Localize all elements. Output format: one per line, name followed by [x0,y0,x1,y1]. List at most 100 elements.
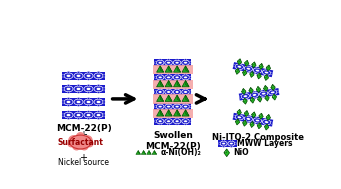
Polygon shape [250,71,253,74]
Polygon shape [244,111,247,114]
Ellipse shape [237,116,241,119]
Ellipse shape [235,64,243,69]
Ellipse shape [66,74,71,77]
Ellipse shape [94,73,103,79]
Ellipse shape [246,118,251,120]
Ellipse shape [159,59,161,60]
Ellipse shape [67,111,70,112]
Ellipse shape [182,75,189,80]
Ellipse shape [159,109,161,111]
Ellipse shape [183,105,188,108]
Ellipse shape [263,119,271,125]
Ellipse shape [184,88,187,90]
Ellipse shape [230,146,233,147]
Polygon shape [174,81,181,87]
Polygon shape [157,66,164,72]
Polygon shape [244,60,249,66]
Polygon shape [168,95,172,101]
Ellipse shape [77,71,80,73]
Polygon shape [242,120,245,123]
Ellipse shape [248,65,250,66]
Ellipse shape [156,89,164,94]
Polygon shape [271,84,273,88]
Polygon shape [264,85,266,89]
Polygon shape [186,110,189,116]
Ellipse shape [154,105,157,108]
Polygon shape [149,150,151,154]
Ellipse shape [159,65,161,67]
Text: α-Ni(OH)₂: α-Ni(OH)₂ [161,148,202,157]
Ellipse shape [167,74,170,75]
Polygon shape [264,74,267,77]
Ellipse shape [86,74,91,77]
Ellipse shape [252,94,257,96]
Polygon shape [252,112,256,118]
Ellipse shape [67,84,70,86]
Ellipse shape [184,59,187,60]
Polygon shape [147,150,151,154]
Ellipse shape [247,121,249,123]
Polygon shape [259,113,262,116]
Ellipse shape [77,92,80,93]
Bar [154,74,191,81]
Bar [154,118,191,125]
Ellipse shape [266,69,268,70]
Polygon shape [266,115,270,121]
Ellipse shape [166,105,170,108]
Ellipse shape [246,67,251,70]
Bar [154,59,191,66]
Ellipse shape [241,94,250,99]
Text: +: + [79,153,88,163]
Ellipse shape [243,95,248,98]
Ellipse shape [264,71,269,74]
Polygon shape [235,119,240,125]
Polygon shape [177,66,181,72]
Circle shape [68,135,79,146]
Polygon shape [186,95,189,101]
Ellipse shape [222,142,225,145]
Ellipse shape [239,63,241,64]
Ellipse shape [159,88,161,90]
Ellipse shape [269,90,277,95]
Ellipse shape [74,112,83,118]
Polygon shape [237,109,240,112]
Ellipse shape [257,67,260,68]
Polygon shape [265,124,267,127]
Ellipse shape [167,59,170,60]
Ellipse shape [97,78,100,80]
Bar [62,98,105,106]
Polygon shape [168,81,172,87]
Polygon shape [257,123,262,129]
Ellipse shape [189,61,191,64]
Polygon shape [168,110,172,116]
Ellipse shape [184,103,187,104]
Text: Nickel source: Nickel source [58,158,109,167]
Bar [233,113,273,127]
Ellipse shape [64,86,73,92]
Ellipse shape [87,105,90,106]
Ellipse shape [235,115,243,120]
Polygon shape [271,84,275,91]
Ellipse shape [167,88,170,90]
Ellipse shape [250,92,258,98]
Polygon shape [266,65,270,71]
Ellipse shape [237,65,241,68]
Ellipse shape [76,101,81,103]
Ellipse shape [183,61,188,64]
Polygon shape [141,150,146,154]
Polygon shape [241,88,246,94]
Polygon shape [235,68,238,71]
Ellipse shape [165,60,173,65]
Bar [154,88,191,95]
Ellipse shape [96,74,101,77]
Ellipse shape [158,61,162,64]
Polygon shape [266,115,269,118]
Ellipse shape [270,72,272,75]
Polygon shape [257,73,260,76]
Polygon shape [237,59,240,62]
Ellipse shape [219,142,220,145]
Polygon shape [250,97,252,100]
Ellipse shape [271,88,274,90]
Polygon shape [182,110,189,116]
Ellipse shape [266,118,268,120]
